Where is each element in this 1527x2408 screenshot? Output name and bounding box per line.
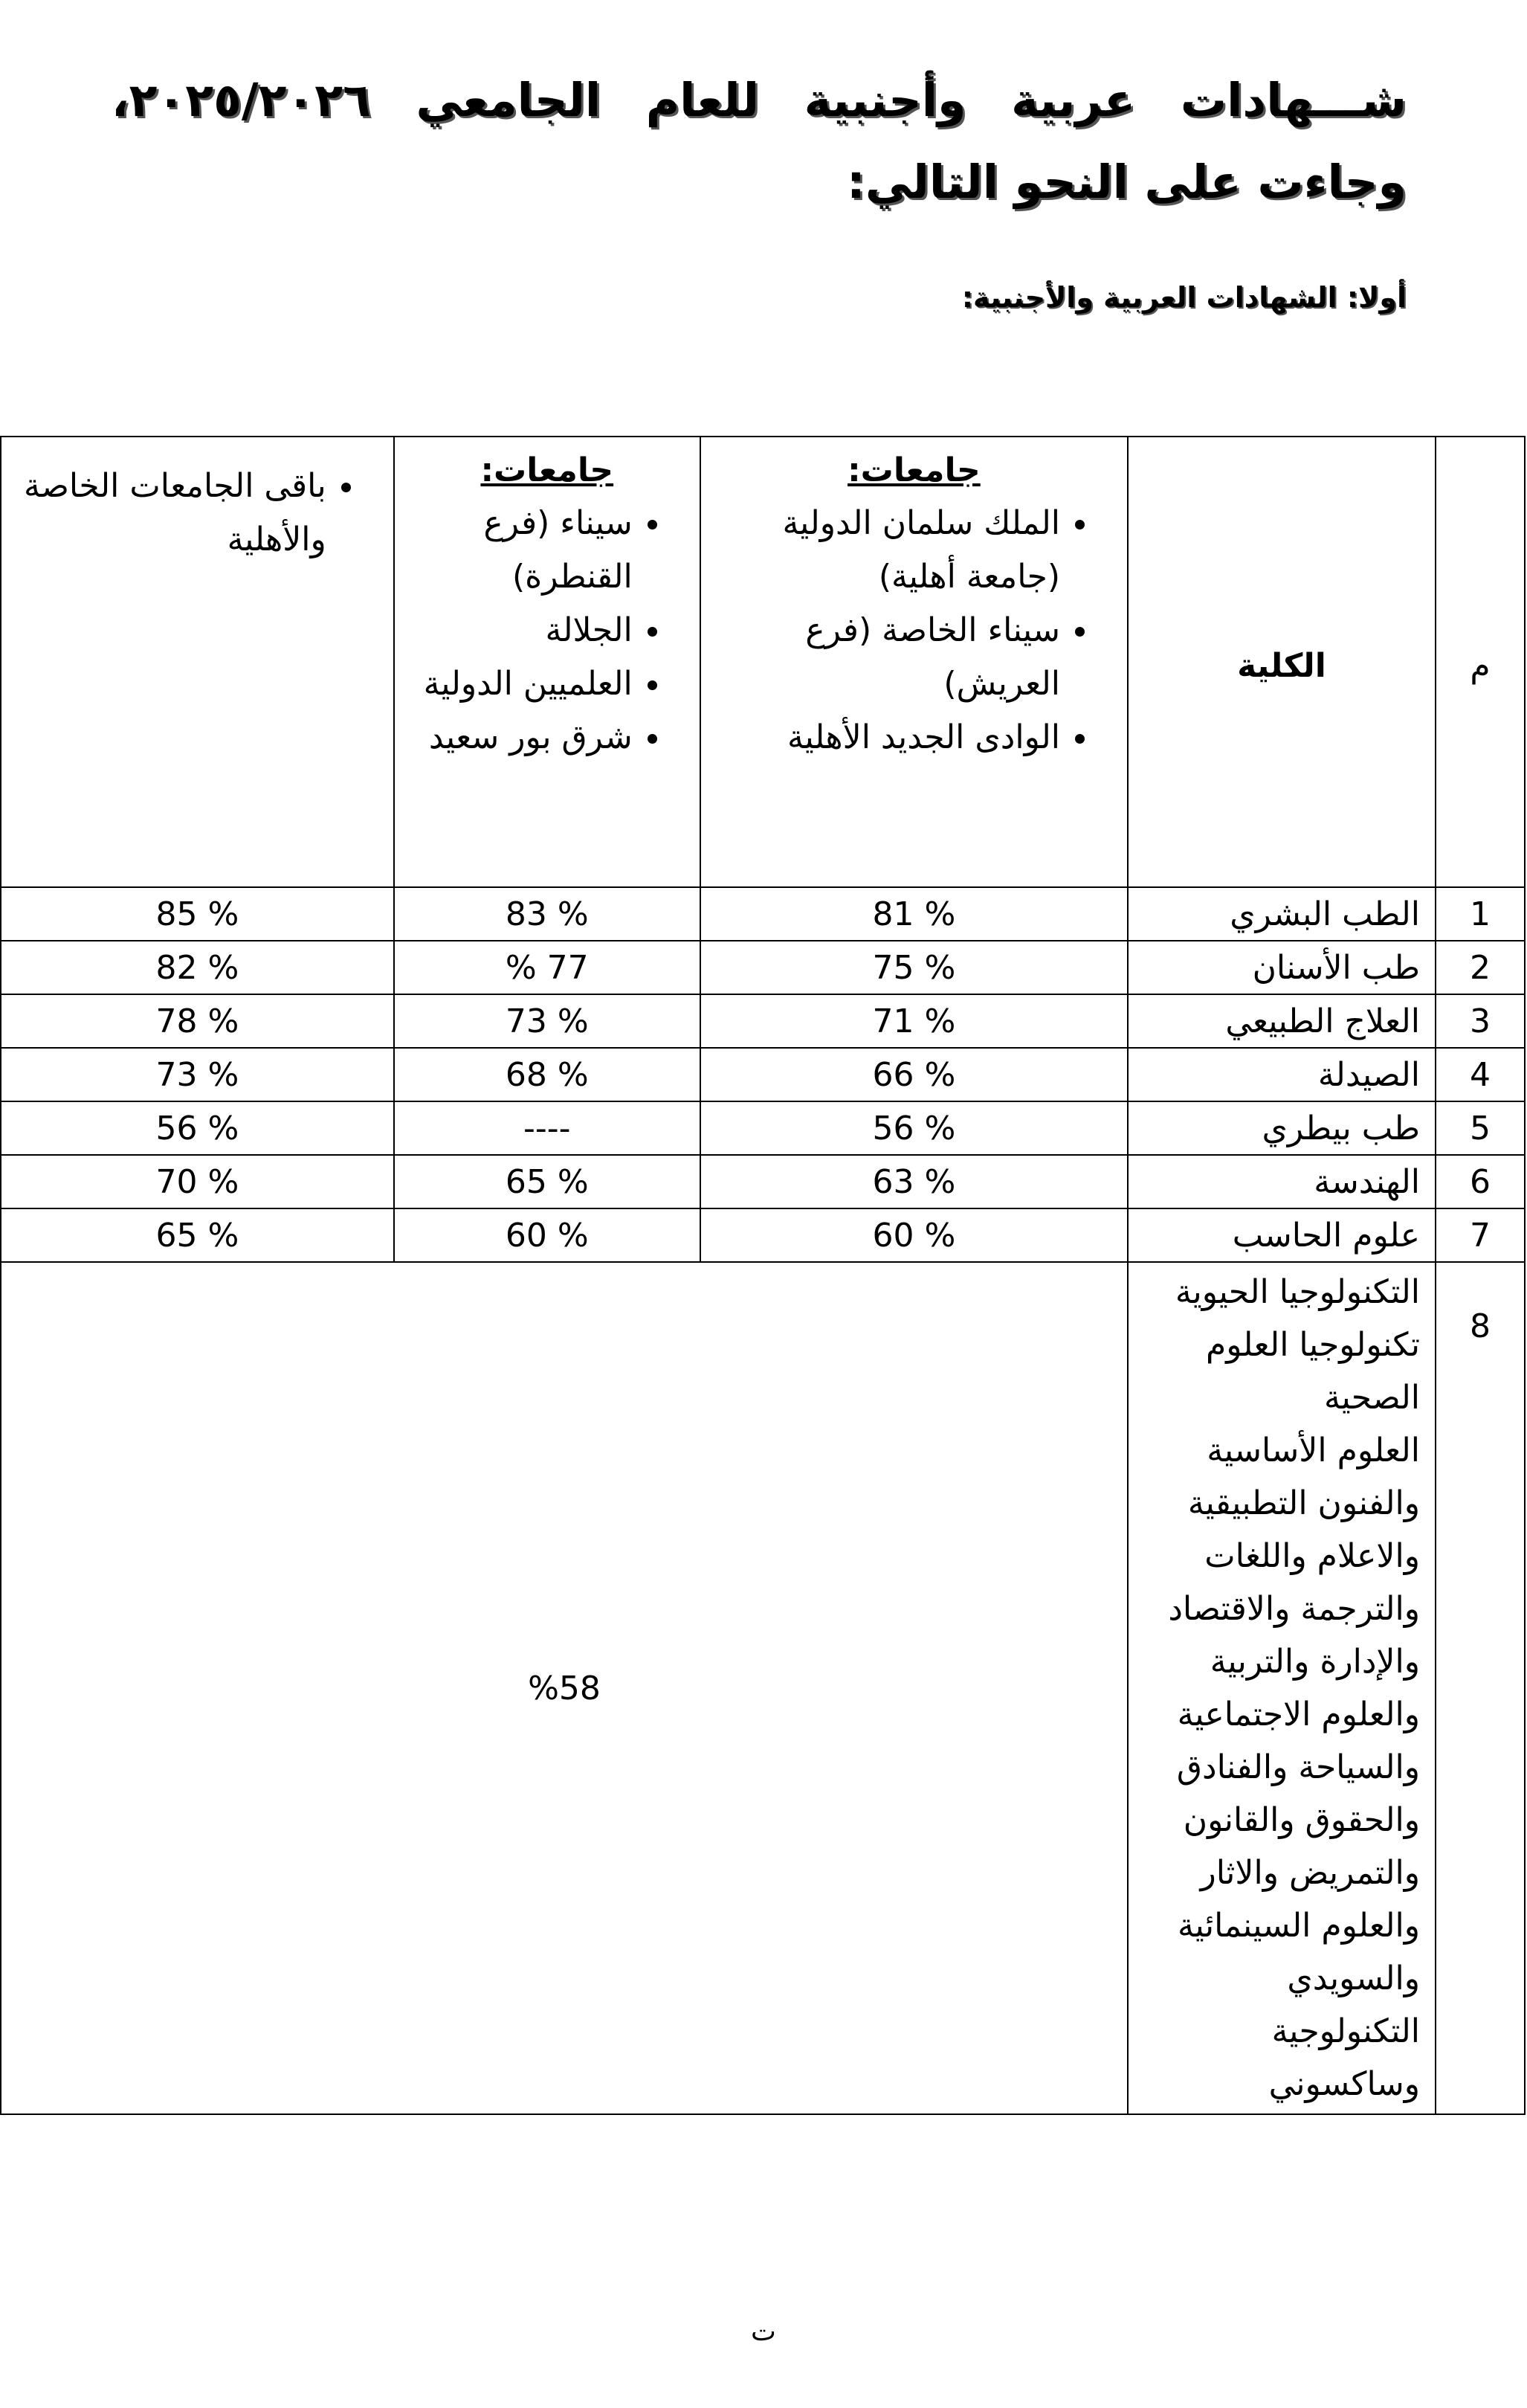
table-row: 2 طب الأسنان% 75 77 %% 82 xyxy=(0,940,1526,995)
university-item: الملك سلمان الدولية (جامعة أهلية) xyxy=(716,497,1060,604)
table-row: 4 الصيدلة% 66% 68% 73 xyxy=(0,1047,1526,1102)
row-college: الهندسة xyxy=(1127,1154,1436,1209)
row-index: 3 xyxy=(1435,994,1526,1049)
college-line: وساكسوني xyxy=(1268,2065,1420,2103)
row-group1-value: % 60 xyxy=(699,1208,1129,1263)
row-group2-value: ---- xyxy=(393,1101,701,1156)
row-college-list: التكنولوجيا الحيوية تكنولوجيا العلوم الصحي… xyxy=(1127,1261,1436,2115)
college-line: والترجمة والاقتصاد xyxy=(1168,1590,1420,1628)
university-item: شرق بور سعيد xyxy=(410,711,633,764)
row-group3-value: % 56 xyxy=(0,1101,395,1156)
row-college: علوم الحاسب xyxy=(1127,1208,1436,1263)
college-line: والسياحة والفنادق xyxy=(1176,1748,1420,1786)
header-college: الكلية xyxy=(1127,436,1436,888)
row-group3-value: % 65 xyxy=(0,1208,395,1263)
row-group3-value: % 73 xyxy=(0,1047,395,1102)
college-line: تكنولوجيا العلوم xyxy=(1206,1326,1420,1364)
header-index: م xyxy=(1435,436,1526,888)
university-item: سيناء (فرع القنطرة) xyxy=(410,497,633,604)
row-group3-value: % 70 xyxy=(0,1154,395,1209)
row-group2-value: % 83 xyxy=(393,886,701,941)
row-group3-value: % 85 xyxy=(0,886,395,941)
page-title: شـــهادات عربية وأجنبية للعام الجامعي ٢٠… xyxy=(112,73,1407,209)
university-item: باقى الجامعات الخاصة والأهلية xyxy=(16,460,326,567)
row-group2-value: % 73 xyxy=(393,994,701,1049)
row-group2-value: % 60 xyxy=(393,1208,701,1263)
table-header-row: م الكلية جامعات: الملك سلمان الدولية (جا… xyxy=(0,436,1526,888)
header-group1: جامعات: الملك سلمان الدولية (جامعة أهلية… xyxy=(699,436,1129,888)
university-item: الوادى الجديد الأهلية xyxy=(716,711,1060,764)
row-college: طب الأسنان xyxy=(1127,940,1436,995)
row-group1-value: % 71 xyxy=(699,994,1129,1049)
college-line: والعلوم السينمائية xyxy=(1177,1907,1420,1945)
row-group1-value: % 63 xyxy=(699,1154,1129,1209)
row-group1-value: % 66 xyxy=(699,1047,1129,1102)
university-item: العلميين الدولية xyxy=(410,657,633,711)
admission-table: م الكلية جامعات: الملك سلمان الدولية (جا… xyxy=(0,436,1526,2115)
table-row: 6 الهندسة% 63% 65% 70 xyxy=(0,1154,1526,1209)
college-line: والتمريض والاثار xyxy=(1200,1854,1420,1892)
row-college: الصيدلة xyxy=(1127,1047,1436,1102)
table-row: 3 العلاج الطبيعي% 71% 73% 78 xyxy=(0,994,1526,1049)
college-line: التكنولوجيا الحيوية xyxy=(1175,1273,1420,1311)
row-college: العلاج الطبيعي xyxy=(1127,994,1436,1049)
college-line: والسويدي xyxy=(1287,1960,1420,1997)
college-line: والفنون التطبيقية xyxy=(1187,1484,1420,1522)
row-group1-value: % 75 xyxy=(699,940,1129,995)
row-index: 6 xyxy=(1435,1154,1526,1209)
row-group3-value: % 82 xyxy=(0,940,395,995)
row-group2-value: % 68 xyxy=(393,1047,701,1102)
row-group1-value: % 81 xyxy=(699,886,1129,941)
college-line: العلوم الأساسية xyxy=(1207,1432,1420,1469)
table-row: 5 طب بيطري% 56 ----% 56 xyxy=(0,1101,1526,1156)
college-line: والإدارة والتربية xyxy=(1210,1643,1420,1681)
section-heading: أولا: الشهادات العربية والأجنبية: xyxy=(961,281,1407,314)
header-group3: باقى الجامعات الخاصة والأهلية xyxy=(0,436,395,888)
page-marker: ت xyxy=(751,2317,776,2347)
college-line: والاعلام واللغات xyxy=(1204,1537,1420,1575)
college-line: والعلوم الاجتماعية xyxy=(1177,1696,1420,1733)
table-row: 1 الطب البشري% 81% 83% 85 xyxy=(0,886,1526,941)
university-item: الجلالة xyxy=(410,604,632,657)
row-index: 8 xyxy=(1435,1261,1526,2115)
college-line: التكنولوجية xyxy=(1271,2012,1420,2050)
group2-title: جامعات: xyxy=(480,451,614,489)
table-row: 7 علوم الحاسب% 60% 60% 65 xyxy=(0,1208,1526,1263)
header-group2: جامعات: سيناء (فرع القنطرة) الجلالة العل… xyxy=(393,436,701,888)
table-row: 8 التكنولوجيا الحيوية تكنولوجيا العلوم الص… xyxy=(0,1261,1526,2115)
university-item: سيناء الخاصة (فرع العريش) xyxy=(716,604,1060,711)
group1-title: جامعات: xyxy=(848,451,981,489)
row-group2-value: % 65 xyxy=(393,1154,701,1209)
row-college: الطب البشري xyxy=(1127,886,1436,941)
row-index: 7 xyxy=(1435,1208,1526,1263)
college-line: الصحية xyxy=(1323,1379,1420,1417)
row-index: 5 xyxy=(1435,1101,1526,1156)
row-group2-value: 77 % xyxy=(393,940,701,995)
row-college: طب بيطري xyxy=(1127,1101,1436,1156)
row-merged-value: %58 xyxy=(0,1261,1129,2115)
row-index: 1 xyxy=(1435,886,1526,941)
row-group3-value: % 78 xyxy=(0,994,395,1049)
row-group1-value: % 56 xyxy=(699,1101,1129,1156)
row-index: 4 xyxy=(1435,1047,1526,1102)
row-index: 2 xyxy=(1435,940,1526,995)
college-line: والحقوق والقانون xyxy=(1183,1801,1420,1839)
